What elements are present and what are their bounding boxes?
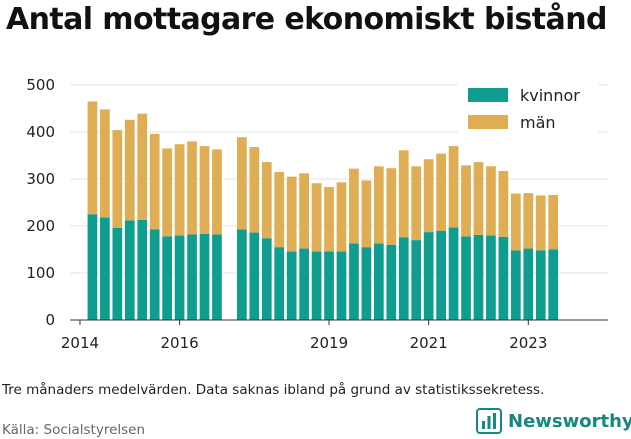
bar-kvinnor [286,251,297,320]
legend-item-kvinnor: kvinnor [520,86,580,105]
bar-man [137,113,148,220]
bar-kvinnor [423,232,434,320]
bar-man [149,133,160,230]
bar-man [361,180,372,248]
bar-kvinnor [87,214,98,320]
bar-man [448,146,459,228]
bar-man [411,166,422,241]
legend-item-man: män [520,113,556,132]
bar-man [112,130,123,228]
bar-kvinnor [510,250,521,320]
bar-kvinnor [100,217,110,320]
bar-man [473,162,484,235]
bar-man [349,168,359,244]
bar-man [311,183,322,252]
bar-kvinnor [137,219,148,320]
bar-kvinnor [299,248,309,320]
bar-man [286,176,297,252]
bar-kvinnor [386,244,397,320]
bar-man [162,148,172,237]
bar-kvinnor [336,251,347,320]
bar-man [124,119,135,221]
y-tick-label: 0 [45,311,55,329]
bar-man [324,186,334,252]
bar-kvinnor [398,237,409,320]
bar-kvinnor [174,235,185,320]
legend: kvinnor män [458,78,598,138]
bar-man [336,182,347,252]
bar-man [386,168,397,245]
bar-kvinnor [274,247,285,320]
bar-man [535,195,546,251]
legend-swatch [468,115,508,129]
bar-kvinnor [373,243,384,320]
bar-kvinnor [473,234,484,320]
bar-man [461,165,471,237]
stacked-bar-chart: 0 100 200 300 400 500 2014 2016 2019 2021 2023 kvi… [26,76,608,352]
bar-kvinnor [249,232,260,320]
bar-man [100,109,110,218]
bar-man [523,193,534,249]
bars [87,101,559,320]
bar-chart-icon [476,408,502,434]
brand-name: Newsworthy [508,410,631,432]
bar-man [486,166,496,236]
bar-man [237,137,247,230]
bar-man [436,153,446,231]
bar-kvinnor [361,247,372,320]
bar-man [249,147,260,233]
bar-kvinnor [162,236,172,320]
bar-kvinnor [261,238,272,320]
bar-man [299,173,309,249]
bar-kvinnor [199,233,210,320]
bar-kvinnor [411,240,422,320]
bar-man [274,171,285,248]
x-tick-label: 2023 [509,334,547,352]
bar-kvinnor [124,220,135,320]
bar-kvinnor [112,227,123,320]
bar-man [199,146,210,234]
bar-man [398,150,409,238]
bar-man [498,171,509,237]
bar-kvinnor [448,227,459,320]
x-tick-label: 2014 [61,334,99,352]
chart-note: Tre månaders medelvärden. Data saknas ib… [2,382,545,398]
bar-man [510,193,521,251]
bar-kvinnor [461,236,471,320]
source-credit: Källa: Socialstyrelsen [2,422,146,438]
y-tick-label: 300 [26,170,55,188]
newsworthy-logo: Newsworthy [476,408,631,434]
bar-man [174,144,185,236]
bar-man [548,194,559,250]
bar-kvinnor [212,234,222,320]
bar-kvinnor [436,230,446,320]
bar-kvinnor [349,243,359,320]
bar-kvinnor [324,251,334,320]
bar-man [87,101,98,215]
legend-swatch [468,88,508,102]
chart-title: Antal mottagare ekonomiskt bistånd [6,2,607,37]
y-tick-label: 200 [26,217,55,235]
bar-man [423,159,434,233]
x-tick-label: 2016 [160,334,198,352]
x-tick-label: 2021 [410,334,448,352]
bar-kvinnor [187,234,197,320]
y-tick-label: 100 [26,264,55,282]
bar-kvinnor [149,229,160,320]
bar-kvinnor [498,236,509,320]
bar-kvinnor [523,248,534,320]
bar-man [187,141,197,235]
y-tick-label: 400 [26,123,55,141]
bar-man [373,166,384,244]
x-tick-label: 2019 [310,334,348,352]
axes: 0 100 200 300 400 500 2014 2016 2019 2021 2023 [26,76,608,352]
bar-man [212,149,222,235]
y-tick-label: 500 [26,76,55,94]
bar-kvinnor [311,251,322,320]
bar-kvinnor [237,229,247,320]
bar-man [261,162,272,239]
bar-kvinnor [548,249,559,320]
bar-kvinnor [535,250,546,320]
bar-kvinnor [486,235,496,320]
